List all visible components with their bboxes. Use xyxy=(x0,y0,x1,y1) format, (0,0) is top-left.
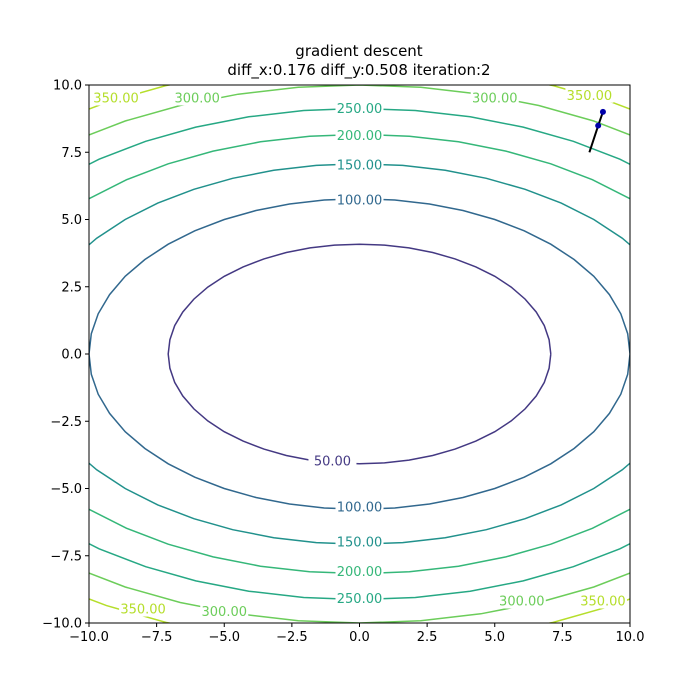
contour-label: 350.00 xyxy=(120,603,166,618)
contour-label-bg xyxy=(565,86,614,103)
contour-label-bg xyxy=(470,89,519,106)
contour-label-bg xyxy=(173,89,222,106)
contour-label: 350.00 xyxy=(567,89,613,104)
contour-label-bg xyxy=(119,600,168,617)
contour-100.00 xyxy=(89,197,630,511)
x-axis: −10.0 −7.5 −5.0 −2.5 0.0 2.5 5.0 7.5 10.0 xyxy=(69,623,644,645)
contour-label: 300.00 xyxy=(174,91,220,106)
contour-350.00 xyxy=(89,85,630,623)
chart-subtitle: diff_x:0.176 diff_y:0.508 iteration:2 xyxy=(227,61,490,80)
contour-50.00 xyxy=(167,243,552,465)
y-tick-label: 0.0 xyxy=(61,348,82,363)
contour-label: 200.00 xyxy=(337,565,383,580)
contour-label: 250.00 xyxy=(337,592,383,607)
chart-title: gradient descent xyxy=(295,42,423,60)
contour-250.00 xyxy=(89,107,630,601)
y-tick-label: 7.5 xyxy=(61,146,82,161)
contour-label-bg xyxy=(308,452,357,469)
y-tick-label: −2.5 xyxy=(50,415,82,430)
contour-label-bg xyxy=(335,498,384,515)
descent-path-line xyxy=(588,111,604,153)
contour-label-bg xyxy=(497,592,546,609)
contour-label-bg xyxy=(335,191,384,208)
contour-label: 100.00 xyxy=(337,194,383,209)
x-tick-label: −5.0 xyxy=(208,630,240,645)
contour-labels: 50.00 100.00 100.00 150.00 150.00 200.00 200.0… xyxy=(92,86,627,620)
y-tick-label: 5.0 xyxy=(61,213,82,228)
contour-label: 50.00 xyxy=(314,455,351,470)
contour-300.00 xyxy=(89,85,630,623)
contour-lines xyxy=(89,85,630,623)
contour-label: 300.00 xyxy=(202,605,248,620)
y-tick-label: −5.0 xyxy=(50,482,82,497)
x-tick-label: 7.5 xyxy=(552,630,573,645)
contour-label-bg xyxy=(578,592,627,609)
contour-label: 250.00 xyxy=(337,102,383,117)
contour-label-bg xyxy=(335,533,384,550)
x-tick-label: 5.0 xyxy=(484,630,505,645)
contour-label-bg xyxy=(335,589,384,606)
contour-label: 150.00 xyxy=(337,159,383,174)
y-tick-label: −10.0 xyxy=(42,617,82,632)
descent-path-point xyxy=(599,108,606,115)
x-tick-label: 10.0 xyxy=(616,630,645,645)
contour-label-bg xyxy=(335,127,384,144)
contour-200.00 xyxy=(89,133,630,575)
contour-label-bg xyxy=(200,603,249,620)
x-tick-label: −7.5 xyxy=(141,630,173,645)
contour-label: 350.00 xyxy=(93,91,139,106)
y-tick-label: −7.5 xyxy=(50,549,82,564)
contour-label: 100.00 xyxy=(337,500,383,515)
contour-label: 200.00 xyxy=(337,129,383,144)
y-axis: −10.0 −7.5 −5.0 −2.5 0.0 2.5 5.0 7.5 10.0 xyxy=(42,79,89,632)
contour-150.00 xyxy=(89,163,630,545)
contour-label: 300.00 xyxy=(499,594,545,609)
contour-label-bg xyxy=(335,100,384,117)
x-tick-label: −10.0 xyxy=(69,630,109,645)
y-tick-label: 10.0 xyxy=(53,79,82,94)
contour-label-bg xyxy=(335,156,384,173)
y-tick-label: 2.5 xyxy=(61,280,82,295)
descent-path xyxy=(588,108,606,153)
contour-label: 300.00 xyxy=(472,91,518,106)
x-tick-label: 2.5 xyxy=(417,630,438,645)
contour-label-bg xyxy=(335,562,384,579)
x-tick-label: −2.5 xyxy=(276,630,308,645)
contour-label: 150.00 xyxy=(337,535,383,550)
x-tick-label: 0.0 xyxy=(349,630,370,645)
descent-path-point xyxy=(595,122,602,129)
contour-label-bg xyxy=(92,89,141,106)
contour-label: 350.00 xyxy=(580,594,626,609)
